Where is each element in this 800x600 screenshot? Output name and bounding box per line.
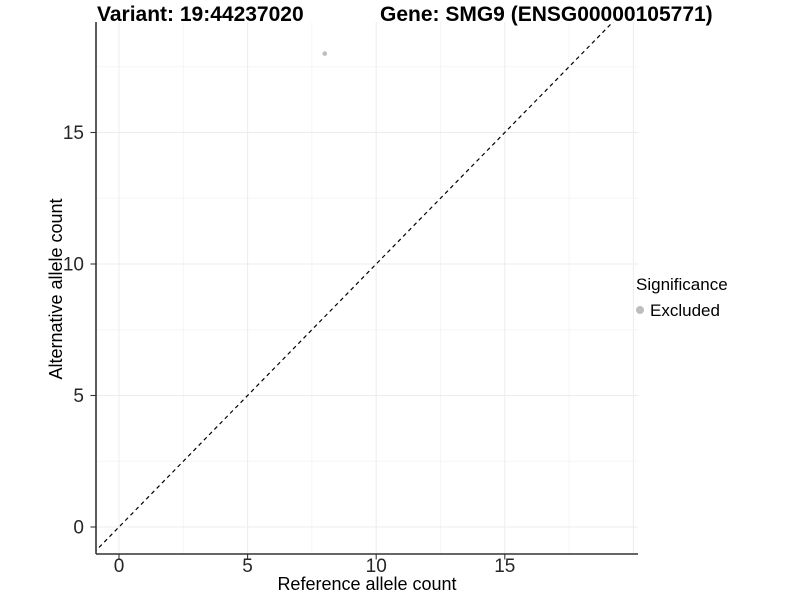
x-axis-title: Reference allele count	[277, 574, 457, 594]
x-tick-label: 10	[366, 556, 387, 577]
excluded-point-icon	[636, 306, 644, 315]
legend-entry-excluded: Excluded	[636, 302, 728, 319]
y-tick-label: 0	[73, 518, 84, 539]
y-tick-label: 15	[63, 123, 84, 144]
legend-title: Significance	[636, 275, 728, 294]
plot-title-gene: Gene: SMG9 (ENSG00000105771)	[380, 3, 713, 26]
legend-entry-label: Excluded	[650, 300, 720, 320]
x-tick-label: 5	[242, 556, 253, 577]
x-tick-label: 15	[494, 556, 515, 577]
identity-reference-line	[96, 22, 614, 552]
x-tick-label: 0	[114, 556, 125, 577]
plot-title-variant: Variant: 19:44237020	[97, 3, 304, 26]
y-tick-label: 10	[63, 255, 84, 276]
y-tick-label: 5	[73, 386, 84, 407]
data-point-excluded	[322, 51, 328, 56]
legend: Significance Excluded	[636, 275, 728, 319]
y-axis-title: Alternative allele count	[46, 198, 66, 380]
